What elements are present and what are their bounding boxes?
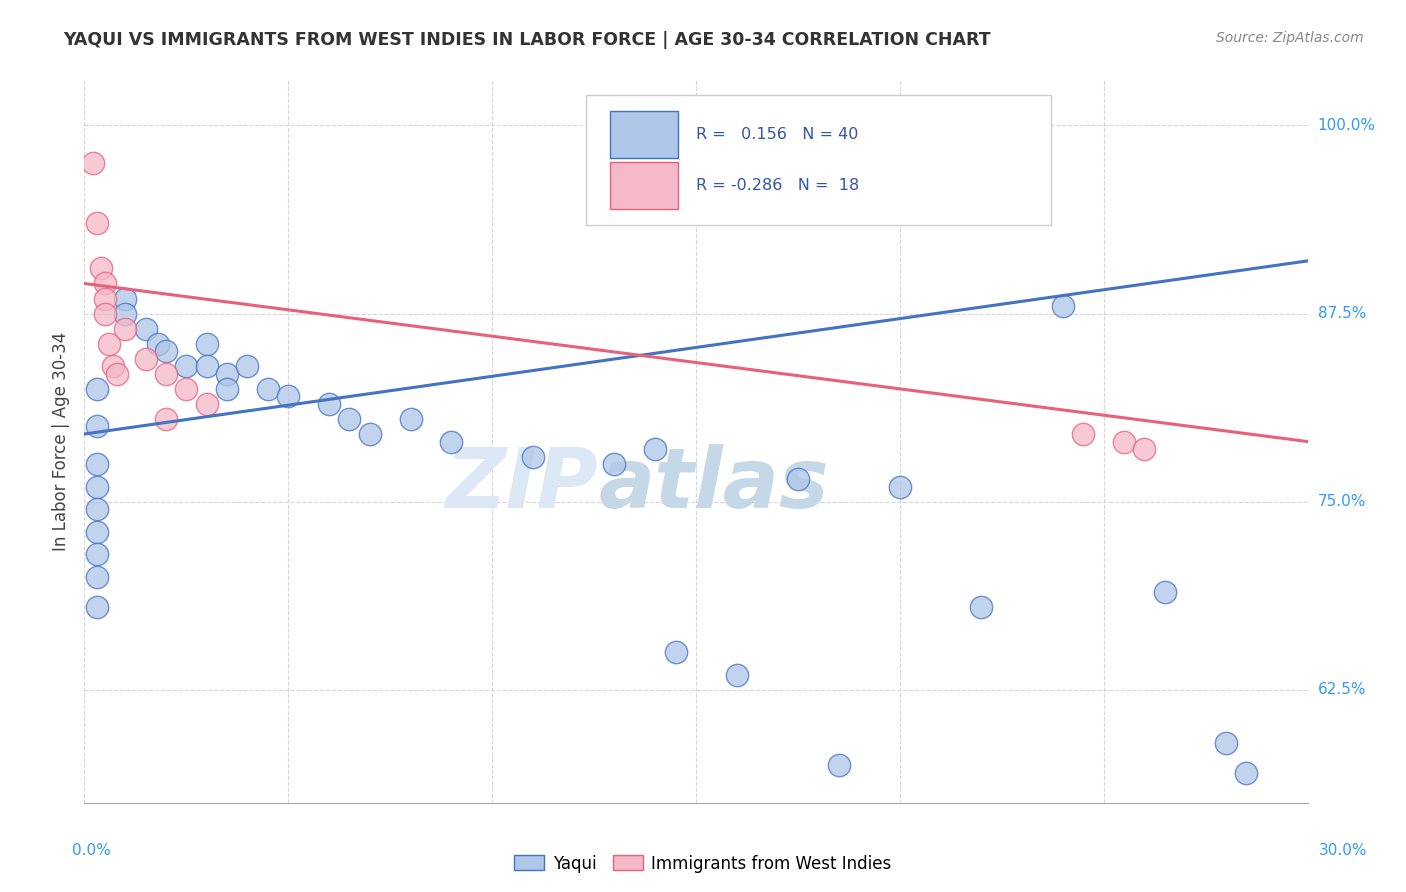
Point (86, 216, 108, 230)
Point (86, 382, 108, 396)
Text: 62.5%: 62.5% (1317, 682, 1367, 698)
Point (522, 450, 544, 464)
Point (644, 442, 666, 456)
Text: R =   0.156   N = 40: R = 0.156 N = 40 (696, 127, 858, 142)
Point (114, 292, 136, 306)
Point (101, 359, 124, 374)
Point (86, 570, 108, 584)
Text: atlas: atlas (598, 444, 828, 525)
Point (86, 600, 108, 615)
Point (114, 321, 136, 335)
Point (236, 359, 259, 374)
Point (725, 668, 748, 682)
Point (787, 472, 810, 486)
Point (105, 367, 128, 381)
Text: 75.0%: 75.0% (1317, 494, 1367, 509)
FancyBboxPatch shape (610, 161, 678, 209)
Text: ZIP: ZIP (446, 444, 598, 525)
Point (146, 336, 169, 351)
Point (359, 427, 381, 442)
Text: Source: ZipAtlas.com: Source: ZipAtlas.com (1216, 31, 1364, 45)
Point (86, 524, 108, 539)
Point (603, 457, 626, 471)
Point (135, 351, 157, 366)
Point (155, 344, 177, 359)
Point (970, 600, 993, 615)
Point (86, 419, 108, 434)
Point (97, 336, 120, 351)
Point (174, 382, 197, 396)
Point (195, 397, 218, 411)
Point (217, 382, 239, 396)
Point (155, 367, 177, 381)
Point (86, 548, 108, 562)
Text: 30.0%: 30.0% (1319, 843, 1367, 858)
Legend: Yaqui, Immigrants from West Indies: Yaqui, Immigrants from West Indies (508, 848, 898, 880)
Point (82, 156, 104, 170)
Text: R = -0.286   N =  18: R = -0.286 N = 18 (696, 178, 859, 193)
Point (1154, 585, 1177, 599)
Point (1236, 765, 1258, 780)
Point (318, 397, 340, 411)
Point (155, 412, 177, 426)
Point (1133, 442, 1156, 456)
Point (217, 367, 239, 381)
Point (90, 261, 112, 276)
Point (1215, 735, 1237, 749)
Text: 0.0%: 0.0% (72, 843, 111, 858)
Point (114, 307, 136, 321)
Point (1073, 427, 1095, 442)
FancyBboxPatch shape (610, 111, 678, 158)
Point (195, 336, 218, 351)
Point (889, 480, 911, 494)
Point (135, 321, 157, 335)
Point (86, 480, 108, 494)
Point (93, 307, 115, 321)
Point (257, 382, 280, 396)
Point (1114, 434, 1136, 449)
Point (174, 359, 197, 374)
Point (86, 457, 108, 471)
Point (440, 434, 463, 449)
Point (195, 359, 218, 374)
Point (93, 292, 115, 306)
Text: 100.0%: 100.0% (1317, 118, 1376, 133)
Y-axis label: In Labor Force | Age 30-34: In Labor Force | Age 30-34 (52, 332, 70, 551)
Point (86, 502, 108, 516)
Point (339, 412, 361, 426)
Text: 87.5%: 87.5% (1317, 306, 1367, 321)
Text: YAQUI VS IMMIGRANTS FROM WEST INDIES IN LABOR FORCE | AGE 30-34 CORRELATION CHAR: YAQUI VS IMMIGRANTS FROM WEST INDIES IN … (63, 31, 991, 49)
Point (665, 645, 688, 659)
FancyBboxPatch shape (586, 95, 1050, 225)
Point (93, 277, 115, 291)
Point (277, 389, 299, 403)
Point (828, 758, 851, 772)
Point (1052, 299, 1074, 313)
Point (399, 412, 422, 426)
